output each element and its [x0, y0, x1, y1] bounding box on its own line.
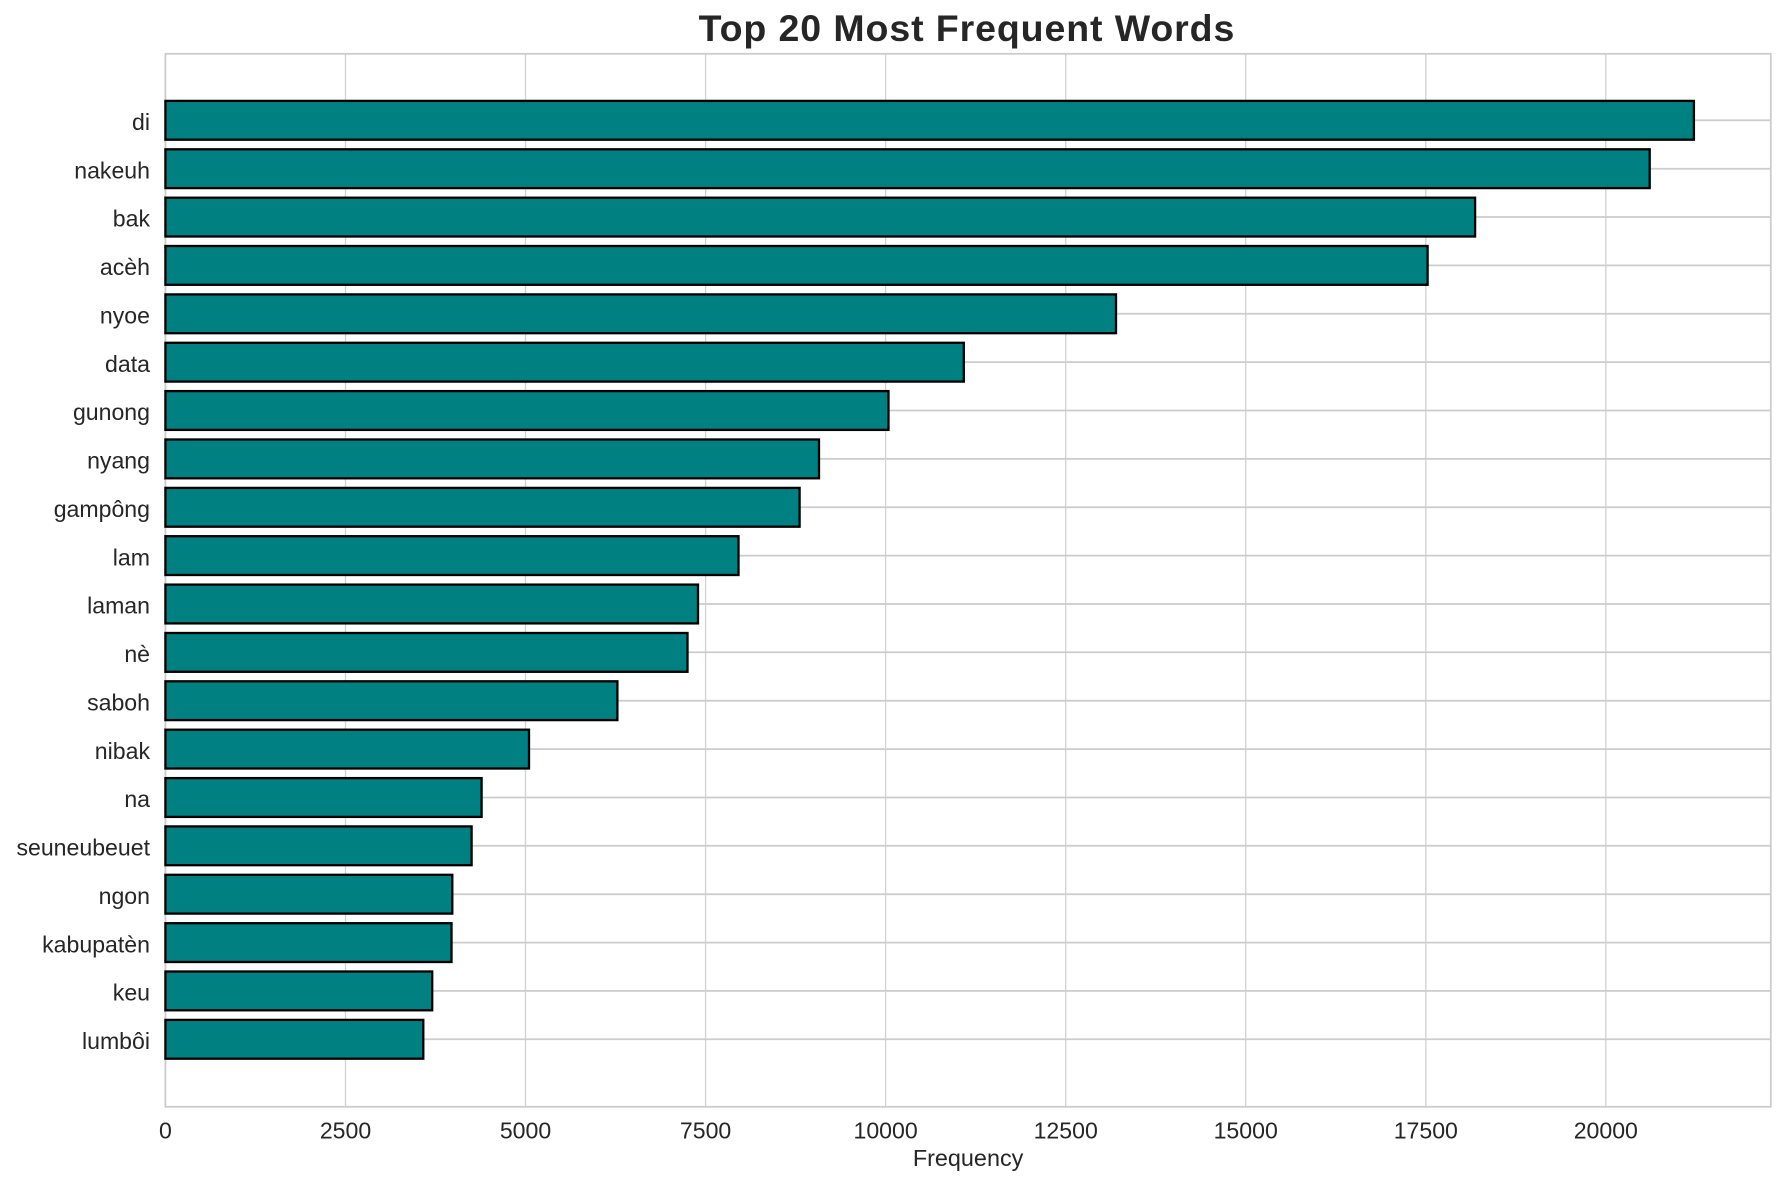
svg-text:0: 0	[159, 1117, 172, 1143]
svg-text:17500: 17500	[1394, 1117, 1458, 1143]
svg-text:seuneubeuet: seuneubeuet	[16, 835, 150, 861]
svg-text:keu: keu	[113, 980, 150, 1006]
svg-text:5000: 5000	[500, 1117, 551, 1143]
svg-text:nakeuh: nakeuh	[74, 157, 150, 183]
svg-text:acèh: acèh	[100, 254, 150, 280]
svg-text:Top 20 Most Frequent Words: Top 20 Most Frequent Words	[699, 7, 1236, 49]
svg-text:gunong: gunong	[73, 399, 150, 425]
svg-text:15000: 15000	[1214, 1117, 1278, 1143]
svg-text:nyang: nyang	[87, 448, 150, 474]
svg-text:2500: 2500	[320, 1117, 371, 1143]
svg-text:nibak: nibak	[95, 738, 151, 764]
svg-text:Frequency: Frequency	[913, 1145, 1024, 1171]
svg-text:12500: 12500	[1034, 1117, 1098, 1143]
svg-text:lumbôi: lumbôi	[82, 1028, 150, 1054]
svg-text:ngon: ngon	[99, 883, 150, 909]
svg-text:7500: 7500	[680, 1117, 731, 1143]
svg-text:lam: lam	[113, 544, 150, 570]
svg-text:nyoe: nyoe	[100, 303, 150, 329]
svg-text:saboh: saboh	[87, 689, 150, 715]
svg-text:na: na	[124, 786, 150, 812]
svg-text:nè: nè	[124, 641, 150, 667]
svg-text:laman: laman	[87, 593, 150, 619]
svg-text:10000: 10000	[853, 1117, 917, 1143]
svg-text:gampông: gampông	[54, 496, 150, 522]
svg-text:20000: 20000	[1574, 1117, 1638, 1143]
svg-text:kabupatèn: kabupatèn	[42, 931, 150, 957]
svg-text:bak: bak	[113, 206, 151, 232]
svg-text:di: di	[132, 109, 150, 135]
svg-text:data: data	[105, 351, 150, 377]
